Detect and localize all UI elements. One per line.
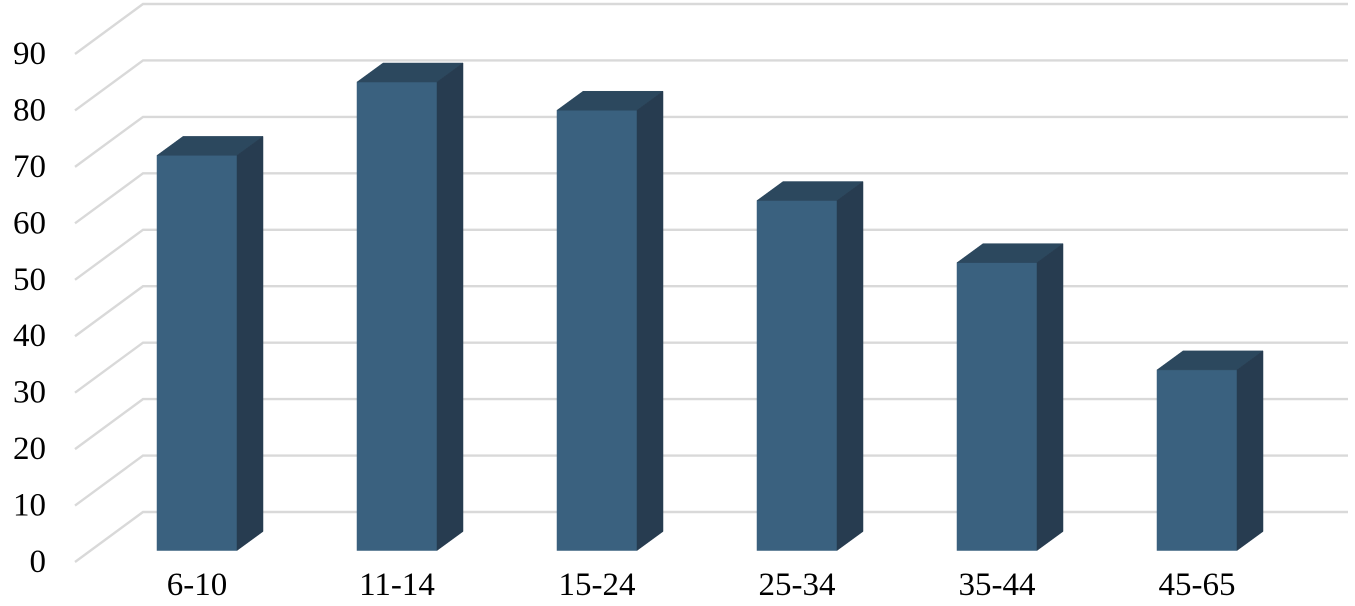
- x-axis-category-label-45-65: 45-65: [1159, 567, 1236, 603]
- bar-side-face: [236, 135, 264, 551]
- y-axis-tick-label-90: 90: [13, 36, 46, 72]
- bar-front-face: [356, 81, 438, 551]
- bar-35-44: [956, 243, 1064, 551]
- gridlines: [74, 2, 1348, 563]
- bar-series: [156, 62, 1264, 551]
- gridline-60: [74, 172, 1348, 225]
- gridline-40: [74, 285, 1348, 338]
- gridline-10: [74, 454, 1348, 507]
- bar-side-face: [636, 90, 664, 551]
- bar-15-24: [556, 90, 664, 551]
- y-axis-tick-label-70: 70: [13, 149, 46, 185]
- gridline-20: [74, 397, 1348, 451]
- gridline-80: [74, 59, 1348, 112]
- bar-25-34: [756, 181, 864, 551]
- y-axis-tick-label-50: 50: [13, 262, 46, 298]
- x-axis-labels: 6-10 11-14 15-24 25-34 35-44 45-65: [167, 567, 1236, 603]
- bar-front-face: [156, 155, 238, 551]
- x-axis-category-label-6-10: 6-10: [167, 567, 228, 603]
- gridline-30: [74, 341, 1348, 394]
- y-axis-tick-label-20: 20: [13, 431, 46, 467]
- x-axis-category-label-25-34: 25-34: [759, 567, 836, 603]
- gridline-0: [74, 510, 1348, 563]
- y-axis-tick-label-40: 40: [13, 318, 46, 354]
- y-axis-tick-label-80: 80: [13, 92, 46, 128]
- bar-side-face: [1236, 350, 1264, 551]
- y-axis-tick-label-10: 10: [13, 488, 46, 524]
- bar-front-face: [556, 109, 638, 551]
- bar-45-65: [1156, 350, 1264, 551]
- bar-side-face: [1036, 243, 1064, 551]
- x-axis-category-label-35-44: 35-44: [959, 567, 1036, 603]
- y-axis-labels: 0 10 20 30 40 50 60 70 80 90: [13, 36, 46, 580]
- bar-11-14: [356, 62, 464, 551]
- bar-front-face: [1156, 369, 1238, 551]
- bar-side-face: [436, 62, 464, 551]
- gridline-50: [74, 228, 1348, 281]
- gridline-90: [74, 2, 1348, 55]
- x-axis-category-label-11-14: 11-14: [359, 567, 435, 603]
- bar-6-10: [156, 135, 264, 551]
- gridline-70: [74, 115, 1348, 168]
- bar-front-face: [956, 262, 1038, 551]
- bar-side-face: [836, 181, 864, 551]
- bar-front-face: [756, 200, 838, 551]
- x-axis-category-label-15-24: 15-24: [559, 567, 636, 603]
- y-axis-tick-label-30: 30: [13, 375, 46, 411]
- y-axis-tick-label-60: 60: [13, 205, 46, 241]
- y-axis-tick-label-0: 0: [30, 544, 47, 580]
